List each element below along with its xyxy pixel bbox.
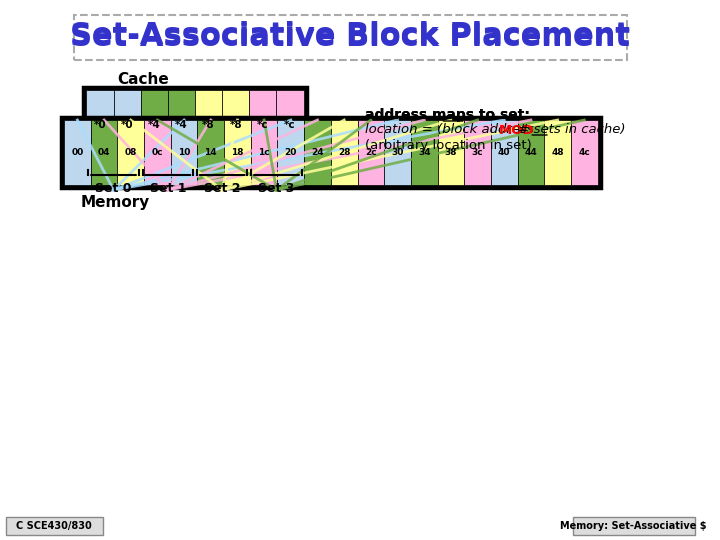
Text: *8: *8	[230, 120, 242, 130]
Text: 24: 24	[311, 148, 324, 157]
Text: Memory: Memory	[81, 194, 150, 210]
FancyBboxPatch shape	[249, 90, 276, 160]
Text: 48: 48	[552, 148, 564, 157]
Text: 30: 30	[392, 148, 404, 157]
FancyBboxPatch shape	[384, 120, 411, 185]
FancyBboxPatch shape	[61, 117, 600, 188]
FancyBboxPatch shape	[544, 120, 571, 185]
FancyBboxPatch shape	[197, 120, 224, 185]
Text: 20: 20	[284, 148, 297, 157]
FancyBboxPatch shape	[491, 120, 518, 185]
Text: Set 3: Set 3	[258, 181, 294, 194]
Text: 14: 14	[204, 148, 217, 157]
FancyBboxPatch shape	[571, 120, 598, 185]
Text: *0: *0	[121, 120, 133, 130]
Text: C SCE430/830: C SCE430/830	[17, 521, 92, 531]
FancyBboxPatch shape	[73, 15, 626, 60]
Text: Memory: Set-Associative $: Memory: Set-Associative $	[560, 521, 707, 531]
Text: *4: *4	[175, 120, 188, 130]
Text: *0: *0	[94, 120, 107, 130]
Text: *8: *8	[202, 120, 215, 130]
Text: Set 2: Set 2	[204, 181, 240, 194]
FancyBboxPatch shape	[251, 120, 277, 185]
FancyBboxPatch shape	[144, 120, 171, 185]
FancyBboxPatch shape	[114, 90, 140, 160]
FancyBboxPatch shape	[438, 120, 464, 185]
FancyBboxPatch shape	[140, 90, 168, 160]
FancyBboxPatch shape	[84, 87, 307, 163]
FancyBboxPatch shape	[86, 90, 114, 160]
Text: Set 1: Set 1	[150, 181, 186, 194]
FancyBboxPatch shape	[222, 90, 249, 160]
Text: Set 0: Set 0	[95, 181, 132, 194]
FancyBboxPatch shape	[224, 120, 251, 185]
FancyBboxPatch shape	[573, 517, 695, 535]
Text: 38: 38	[445, 148, 457, 157]
Text: address maps to set:: address maps to set:	[365, 108, 530, 122]
Text: MOD: MOD	[498, 124, 534, 137]
Text: 04: 04	[98, 148, 110, 157]
FancyBboxPatch shape	[358, 120, 384, 185]
FancyBboxPatch shape	[91, 120, 117, 185]
Text: *c: *c	[284, 120, 296, 130]
Text: 34: 34	[418, 148, 431, 157]
Text: Set-Associative Block Placement: Set-Associative Block Placement	[71, 21, 630, 50]
FancyBboxPatch shape	[171, 120, 197, 185]
Text: # sets in cache): # sets in cache)	[514, 124, 626, 137]
Text: Set-Associative Block Placement: Set-Associative Block Placement	[71, 23, 630, 51]
Text: 4c: 4c	[578, 148, 590, 157]
FancyBboxPatch shape	[64, 120, 91, 185]
FancyBboxPatch shape	[518, 120, 544, 185]
Text: 0c: 0c	[152, 148, 163, 157]
FancyBboxPatch shape	[464, 120, 491, 185]
FancyBboxPatch shape	[6, 517, 103, 535]
Text: 28: 28	[338, 148, 351, 157]
Text: *4: *4	[148, 120, 161, 130]
Text: 2c: 2c	[365, 148, 377, 157]
Text: 00: 00	[71, 148, 84, 157]
Text: 10: 10	[178, 148, 190, 157]
FancyBboxPatch shape	[277, 120, 304, 185]
Text: 08: 08	[125, 148, 137, 157]
Text: 1c: 1c	[258, 148, 270, 157]
Text: 40: 40	[498, 148, 510, 157]
Text: (arbitrary location in set): (arbitrary location in set)	[365, 138, 531, 152]
FancyBboxPatch shape	[304, 120, 330, 185]
FancyBboxPatch shape	[195, 90, 222, 160]
Text: Cache: Cache	[117, 72, 169, 87]
FancyBboxPatch shape	[411, 120, 438, 185]
Text: 18: 18	[231, 148, 243, 157]
FancyBboxPatch shape	[330, 120, 358, 185]
Text: 44: 44	[525, 148, 537, 157]
Text: address maps to set:: address maps to set:	[365, 108, 530, 122]
Text: *c: *c	[257, 120, 269, 130]
FancyBboxPatch shape	[168, 90, 195, 160]
Text: 3c: 3c	[472, 148, 483, 157]
FancyBboxPatch shape	[276, 90, 304, 160]
FancyBboxPatch shape	[117, 120, 144, 185]
Text: location = (block address: location = (block address	[365, 124, 538, 137]
